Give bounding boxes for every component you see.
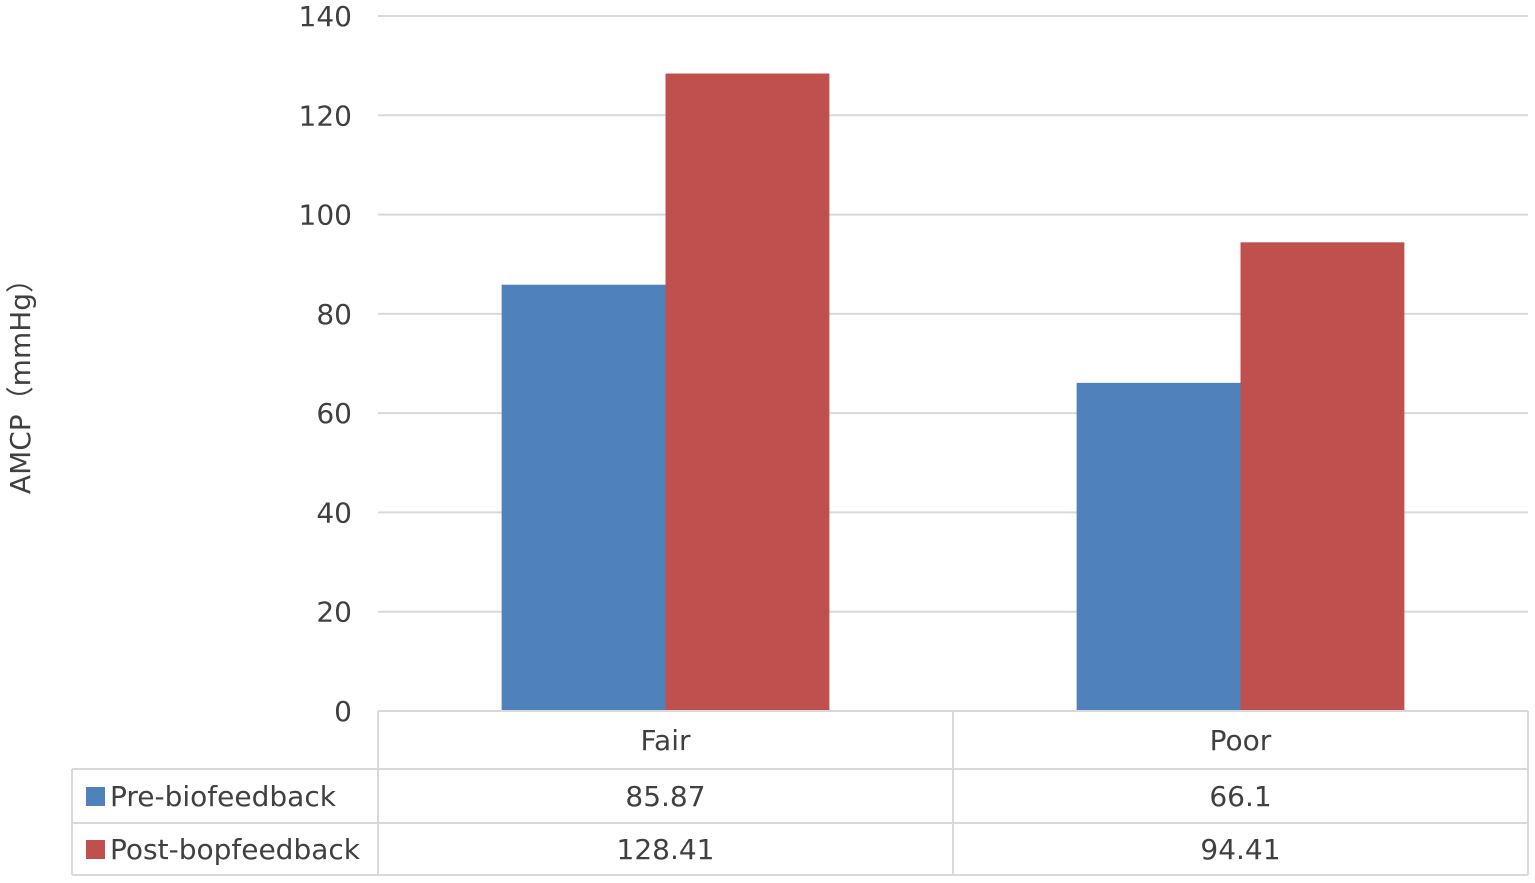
y-tick-label: 140 — [299, 0, 352, 33]
y-tick-label: 40 — [316, 496, 352, 529]
y-tick-label: 60 — [316, 397, 352, 430]
y-axis-label: AMCP（mmHg） — [4, 265, 37, 494]
data-value-label: 85.87 — [625, 780, 705, 813]
bar-post-poor — [1240, 242, 1405, 712]
legend-key-post — [86, 840, 105, 859]
bars — [501, 73, 1405, 712]
y-tick-label: 0 — [334, 695, 352, 728]
bar-post-fair — [665, 73, 830, 711]
y-tick-label: 120 — [299, 99, 352, 132]
legend-label: Post-bopfeedback — [110, 833, 361, 866]
legend-label: Pre-biofeedback — [110, 780, 337, 813]
category-label: Fair — [641, 724, 691, 757]
y-axis-ticks: 0 20 40 60 80 100 120 140 — [299, 0, 352, 728]
data-table: Fair Poor Pre-biofeedback 85.87 66.1 Post-bop… — [71, 710, 1529, 876]
bar-pre-fair — [501, 284, 666, 711]
legend-key-pre — [86, 787, 105, 806]
bar-pre-poor — [1076, 382, 1241, 711]
y-tick-label: 80 — [316, 298, 352, 331]
y-tick-label: 100 — [299, 199, 352, 232]
data-value-label: 94.41 — [1200, 833, 1280, 866]
data-value-label: 66.1 — [1209, 780, 1271, 813]
y-tick-label: 20 — [316, 596, 352, 629]
category-label: Poor — [1210, 724, 1272, 757]
data-value-label: 128.41 — [617, 833, 715, 866]
